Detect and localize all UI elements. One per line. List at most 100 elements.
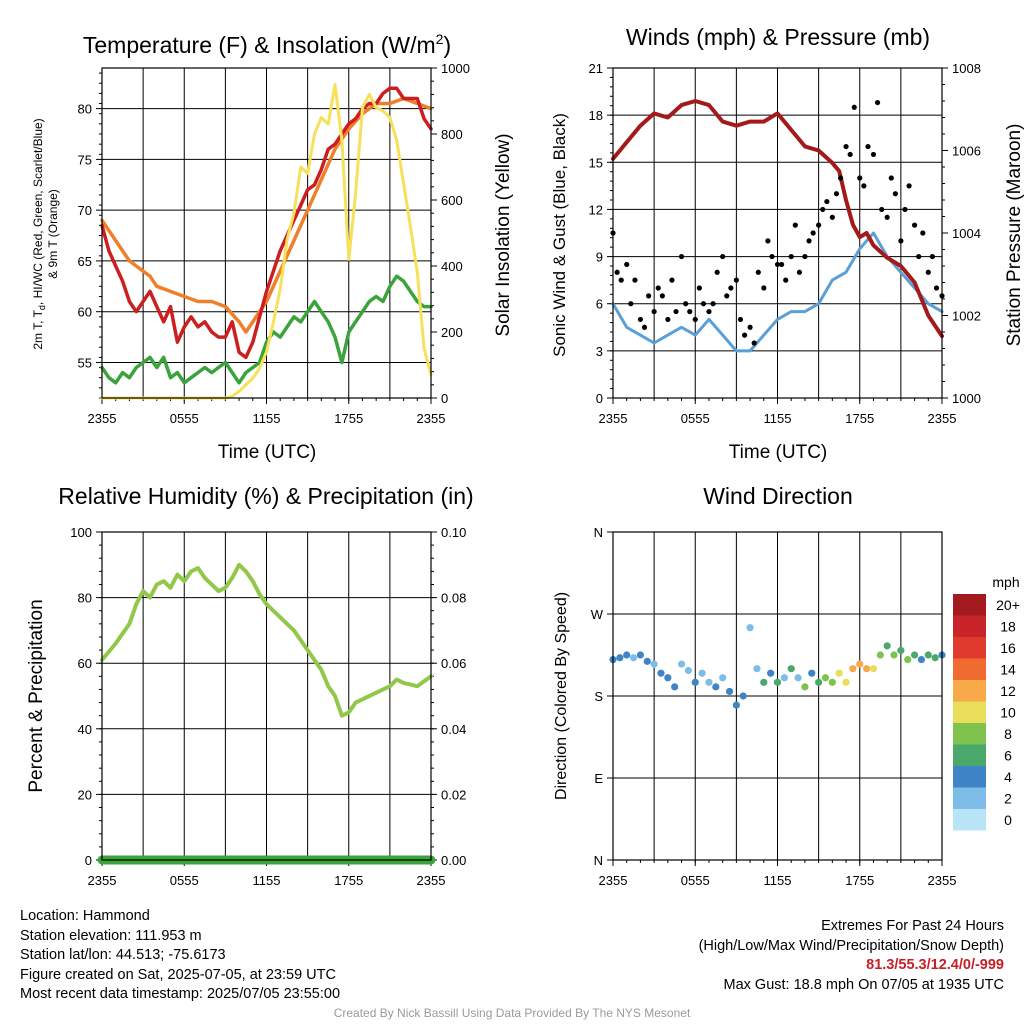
wind-ytick-label: 9 (596, 250, 603, 265)
temp-panel: Temperature (F) & Insolation (W/m2) 2m T… (31, 31, 514, 463)
gust-point (683, 301, 689, 307)
gust-point (755, 269, 761, 275)
wind-xlabel: Time (UTC) (729, 442, 828, 463)
gust-point (874, 99, 881, 106)
gust-point (933, 285, 940, 291)
gust-point (747, 324, 753, 330)
direction-point (643, 657, 651, 665)
colorbar-label: 16 (1000, 640, 1016, 656)
direction-point (684, 666, 692, 675)
colorbar-unit: mph (992, 574, 1019, 590)
direction-point (787, 665, 795, 673)
dir-panel: Wind Direction Direction (Colored By Spe… (553, 483, 1020, 831)
gust-point (837, 175, 844, 181)
temp-y2tick-label: 600 (441, 193, 463, 208)
direction-point (863, 665, 871, 673)
rh-ytick-label: 80 (78, 591, 92, 606)
colorbar-swatch (953, 766, 986, 788)
temp-series-temp (100, 86, 433, 360)
dir-ylabel-left: Direction (Colored By Speed) (553, 592, 570, 800)
wind-ytick-label: 0 (596, 391, 603, 406)
colorbar-label: 0 (1004, 812, 1012, 828)
gust-point (696, 285, 702, 291)
rh-ytick-label: 20 (78, 787, 92, 802)
dir-xtick-label: 1755 (845, 873, 874, 888)
wind-title: Winds (mph) & Pressure (mb) (626, 24, 930, 50)
direction-point (616, 654, 624, 662)
created-text: Figure created on Sat, 2025-07-05, at 23… (20, 966, 336, 983)
temp-xlabel: Time (UTC) (218, 442, 317, 463)
dir-frame (612, 531, 943, 861)
direction-point (931, 654, 939, 662)
wind-series-pressure (611, 99, 944, 339)
temp-ytick-label: 60 (78, 305, 92, 320)
wind-y2tick-label: 1004 (952, 226, 981, 241)
rh-title: Relative Humidity (%) & Precipitation (i… (58, 483, 473, 509)
rh-xtick-label: 0555 (170, 873, 199, 888)
rh-xtick-label: 1755 (334, 873, 363, 888)
gust-point (911, 222, 918, 228)
rh-y2tick-label: 0.06 (441, 656, 466, 671)
wind-xtick-label: 2355 (928, 411, 957, 426)
direction-point (636, 651, 645, 659)
direction-point (767, 669, 775, 677)
direction-point (773, 678, 782, 686)
colorbar-label: 14 (1000, 661, 1016, 677)
gust-point (724, 293, 730, 299)
rh-y2tick-label: 0.10 (441, 525, 466, 540)
extremes-info: Extremes For Past 24 Hours (High/Low/Max… (699, 917, 1004, 995)
colorbar-swatch (953, 744, 986, 766)
temp-ylabel-left-line2: & 9m T (Orange) (46, 189, 60, 279)
rh-xtick-label: 2355 (417, 873, 446, 888)
gust-point (788, 253, 794, 260)
extremes-subtitle: (High/Low/Max Wind/Precipitation/Snow De… (698, 937, 1004, 954)
wind-y2tick-label: 1002 (952, 309, 981, 324)
wind-ytick-label: 6 (596, 297, 603, 312)
colorbar-swatch (953, 637, 986, 659)
colorbar-swatch (953, 658, 986, 680)
gust-point (888, 175, 894, 181)
gust-point (714, 269, 720, 275)
temp-xtick-label: 1755 (334, 411, 363, 426)
direction-point (794, 674, 802, 682)
max-gust-text: Max Gust: 18.8 mph On 07/05 at 1935 UTC (723, 976, 1004, 993)
dir-ytick-label: E (594, 771, 603, 786)
direction-point (691, 678, 699, 686)
gust-point (728, 285, 734, 291)
colorbar: 20+ 18 16 14 12 10 8 6 4 2 0 (953, 594, 1020, 831)
temp-series-insolation (100, 83, 433, 400)
colorbar-label: 10 (1000, 704, 1016, 720)
direction-point (910, 651, 919, 659)
gust-point (847, 151, 853, 158)
temp-y2tick-label: 200 (441, 325, 463, 340)
gust-point (673, 308, 679, 315)
gust-point (765, 238, 771, 244)
gust-point (659, 293, 665, 299)
temp-ytick-label: 65 (78, 254, 92, 269)
gust-point (802, 253, 808, 260)
rh-plot: 0 20 40 60 80 100 0.00 0.02 0.04 0.06 0.08 0.10 2355… (70, 525, 466, 888)
temp-xtick-label: 1155 (253, 411, 281, 426)
direction-point (842, 678, 850, 686)
direction-point (883, 642, 891, 650)
gust-point (751, 340, 757, 346)
temp-ytick-label: 80 (78, 102, 92, 117)
direction-point (760, 678, 768, 686)
gust-point (816, 222, 822, 228)
dir-plot: N E S W N 2355 0555 1155 1755 2355 (591, 525, 957, 888)
direction-point (677, 660, 686, 668)
gust-point (779, 261, 785, 268)
temp-series-dewpoint (100, 274, 433, 385)
direction-point (897, 646, 905, 655)
wind-plot: 0 3 6 9 12 15 18 21 1000 1002 1004 1006 1008 2355 0555… (589, 61, 981, 426)
gust-point (810, 230, 816, 236)
temp-ytick-label: 55 (78, 355, 92, 370)
dir-ytick-label: N (594, 853, 603, 868)
direction-point (835, 669, 843, 677)
direction-point (890, 651, 898, 659)
wind-ytick-label: 15 (589, 155, 603, 170)
gust-point (641, 324, 648, 330)
rh-ytick-label: 40 (78, 722, 92, 737)
wind-ytick-label: 18 (589, 108, 603, 123)
